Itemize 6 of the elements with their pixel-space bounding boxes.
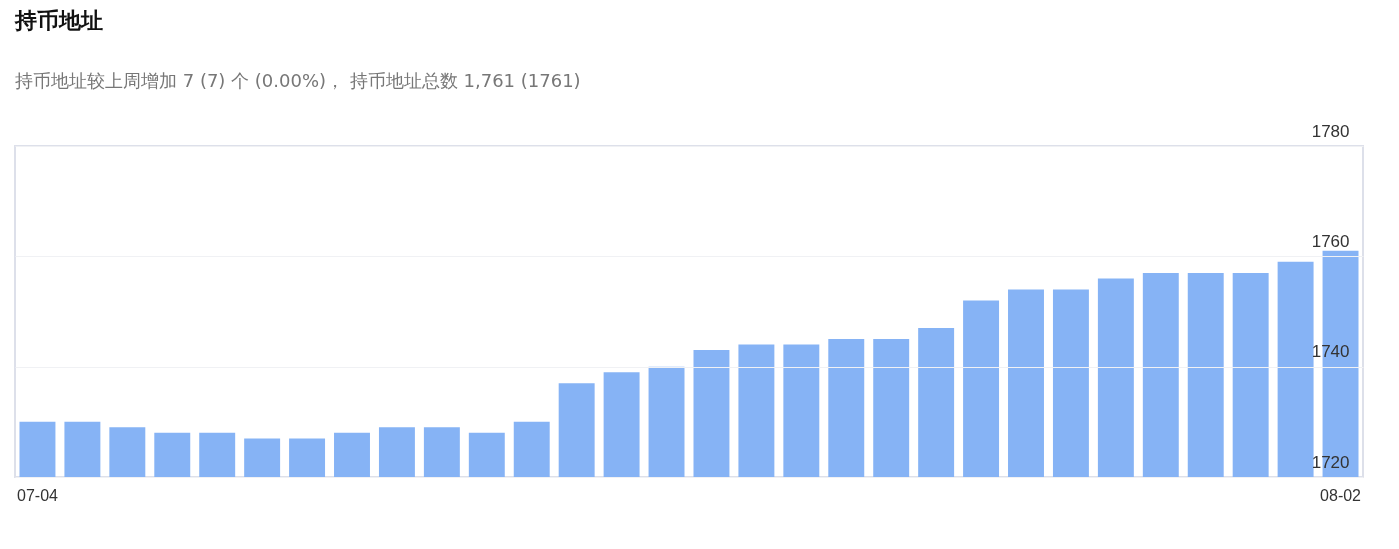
chart-title: 持币地址	[14, 8, 103, 33]
chart-subtitle: 持币地址较上周增加 7 (7) 个 (0.00%)， 持币地址总数 1,761 (1761)	[15, 70, 581, 91]
y-tick-label: 1780	[1311, 121, 1350, 141]
x-tick-label: 07-04	[17, 486, 59, 504]
y-tick-label: 1760	[1311, 231, 1350, 251]
x-tick-label: 08-02	[1320, 486, 1362, 504]
